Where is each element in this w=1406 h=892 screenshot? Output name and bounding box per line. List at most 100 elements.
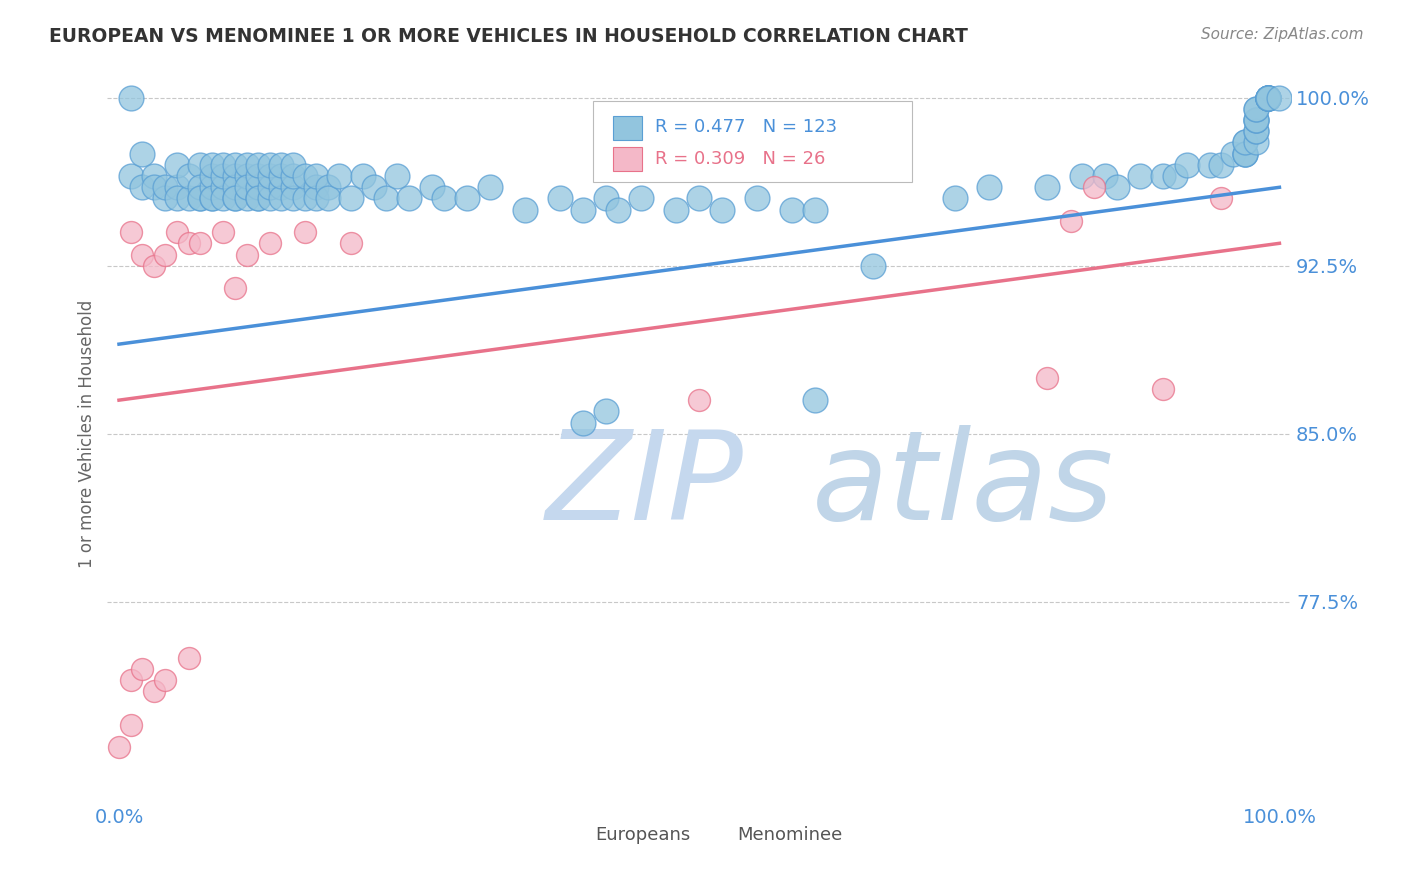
Point	[479, 180, 502, 194]
Point	[1257, 90, 1279, 104]
Point	[177, 169, 200, 183]
Point	[201, 180, 224, 194]
Point	[270, 180, 292, 194]
Point	[177, 236, 200, 251]
Point	[1244, 102, 1267, 116]
Point	[235, 192, 257, 206]
Point	[212, 192, 235, 206]
Point	[201, 158, 224, 172]
Point	[155, 192, 177, 206]
Point	[166, 192, 188, 206]
Point	[804, 393, 827, 408]
Point	[235, 169, 257, 183]
Point	[1268, 90, 1291, 104]
Point	[108, 740, 131, 755]
Point	[1244, 113, 1267, 128]
Point	[120, 718, 142, 732]
Point	[1257, 90, 1279, 104]
Point	[131, 247, 153, 261]
Point	[201, 192, 224, 206]
Point	[270, 158, 292, 172]
Point	[1257, 90, 1279, 104]
Point	[120, 225, 142, 239]
Point	[363, 180, 385, 194]
Point	[711, 202, 734, 217]
Point	[259, 236, 281, 251]
Point	[1071, 169, 1094, 183]
Point	[224, 192, 246, 206]
Point	[1244, 136, 1267, 150]
Point	[316, 192, 339, 206]
Point	[1198, 158, 1220, 172]
Point	[177, 192, 200, 206]
Point	[247, 158, 270, 172]
FancyBboxPatch shape	[613, 116, 643, 140]
Point	[188, 192, 211, 206]
Point	[328, 169, 350, 183]
FancyBboxPatch shape	[613, 147, 643, 171]
Point	[630, 192, 652, 206]
Point	[281, 192, 304, 206]
Point	[595, 404, 617, 418]
Point	[572, 202, 595, 217]
Point	[131, 146, 153, 161]
Point	[1244, 113, 1267, 128]
Point	[188, 158, 211, 172]
Point	[1257, 90, 1279, 104]
Point	[235, 247, 257, 261]
Text: Menominee: Menominee	[737, 825, 842, 844]
Point	[224, 281, 246, 295]
Point	[1059, 214, 1081, 228]
FancyBboxPatch shape	[593, 101, 912, 182]
Point	[1257, 90, 1279, 104]
Point	[1257, 90, 1279, 104]
Point	[120, 169, 142, 183]
Point	[665, 202, 688, 217]
Text: ZIP: ZIP	[546, 425, 744, 546]
Point	[316, 180, 339, 194]
Point	[235, 158, 257, 172]
Point	[688, 192, 710, 206]
Point	[780, 202, 803, 217]
Point	[247, 169, 270, 183]
Point	[224, 169, 246, 183]
Point	[247, 180, 270, 194]
Point	[1257, 90, 1279, 104]
Point	[305, 192, 328, 206]
Point	[1105, 180, 1128, 194]
Point	[142, 684, 165, 698]
Point	[259, 192, 281, 206]
Point	[374, 192, 396, 206]
FancyBboxPatch shape	[557, 823, 583, 844]
Point	[1244, 113, 1267, 128]
Point	[224, 192, 246, 206]
Point	[340, 192, 363, 206]
Point	[155, 673, 177, 688]
Point	[456, 192, 478, 206]
Point	[281, 180, 304, 194]
Point	[1257, 90, 1279, 104]
Point	[1233, 136, 1256, 150]
Point	[142, 169, 165, 183]
Point	[1164, 169, 1187, 183]
Point	[142, 180, 165, 194]
Point	[166, 158, 188, 172]
Point	[259, 169, 281, 183]
Point	[247, 192, 270, 206]
Point	[1152, 169, 1174, 183]
Point	[387, 169, 409, 183]
Point	[420, 180, 443, 194]
Point	[862, 259, 884, 273]
Point	[1094, 169, 1116, 183]
Text: Europeans: Europeans	[595, 825, 690, 844]
Point	[688, 393, 710, 408]
Point	[212, 158, 235, 172]
Text: R = 0.477   N = 123: R = 0.477 N = 123	[655, 118, 838, 136]
Point	[1257, 90, 1279, 104]
Point	[188, 180, 211, 194]
Text: R = 0.309   N = 26: R = 0.309 N = 26	[655, 150, 825, 168]
Point	[943, 192, 966, 206]
Point	[1211, 192, 1233, 206]
Point	[398, 192, 420, 206]
Point	[294, 192, 316, 206]
